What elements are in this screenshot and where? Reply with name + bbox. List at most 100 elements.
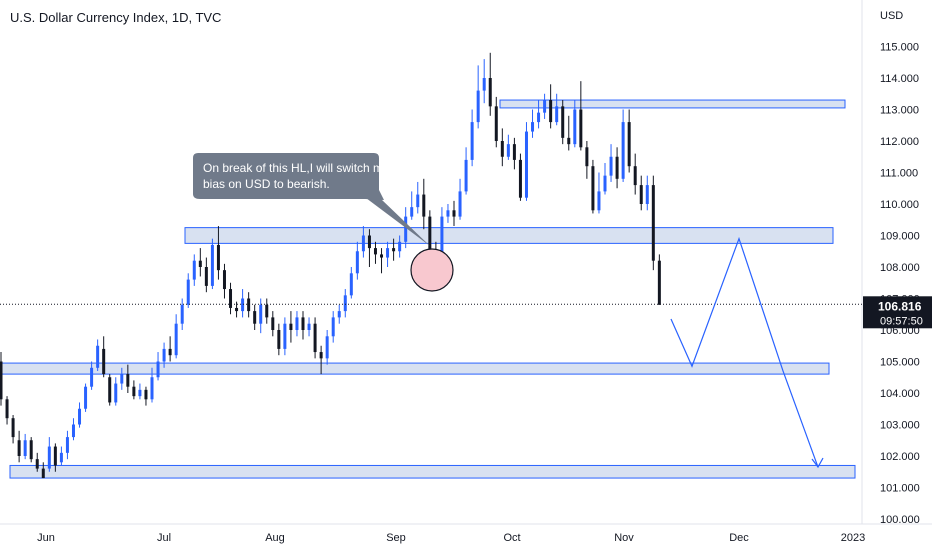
candle-body xyxy=(180,304,184,324)
y-tick-label: 109.000 xyxy=(880,231,920,243)
y-tick-label: 100.000 xyxy=(880,514,920,526)
candle-body xyxy=(247,298,251,312)
support-resistance-zones xyxy=(0,99,856,479)
candle-body xyxy=(29,440,33,460)
zone-rectangle[interactable] xyxy=(9,464,856,479)
last-price-tag: 106.816 09:57:50 xyxy=(863,296,932,329)
projection-path[interactable] xyxy=(670,236,824,469)
candle-body xyxy=(549,100,553,123)
candle-body xyxy=(102,348,106,375)
candle-body xyxy=(561,106,565,138)
candle-body xyxy=(627,122,631,167)
candle-body xyxy=(174,323,178,356)
x-tick-label: Sep xyxy=(386,532,406,544)
x-tick-label: Nov xyxy=(614,532,634,544)
y-tick-label: 111.000 xyxy=(880,168,918,180)
candle-body xyxy=(500,141,504,157)
candle-body xyxy=(35,459,39,469)
annotation-line-2: bias on USD to bearish. xyxy=(203,177,330,191)
x-tick-label: Dec xyxy=(729,532,749,544)
candle-body xyxy=(446,210,450,217)
candle-body xyxy=(47,446,51,469)
candle-body xyxy=(216,244,220,271)
candle-body xyxy=(222,270,226,290)
candle-body xyxy=(11,418,15,438)
zone-rectangle[interactable] xyxy=(499,99,846,109)
candle-body xyxy=(355,251,359,274)
candle-body xyxy=(41,468,45,479)
candle-body xyxy=(609,156,613,176)
candle-body xyxy=(150,377,154,400)
candle-body xyxy=(512,144,516,160)
candle-body xyxy=(325,336,329,359)
candle-body xyxy=(386,248,390,258)
candle-body xyxy=(452,210,456,217)
candle-body xyxy=(573,109,577,145)
candle-body xyxy=(138,389,142,397)
candle-body xyxy=(639,185,643,204)
candle-body xyxy=(271,317,275,330)
candle-body xyxy=(343,295,347,312)
candle-body xyxy=(585,147,589,167)
candle-body xyxy=(470,122,474,160)
candle-body xyxy=(132,386,136,397)
candle-body xyxy=(464,159,468,192)
candle-body xyxy=(404,216,408,242)
candle-body xyxy=(192,260,196,280)
y-tick-label: 105.000 xyxy=(880,357,920,369)
y-tick-label: 103.000 xyxy=(880,420,920,432)
candle-body xyxy=(295,317,299,330)
candle-body xyxy=(198,260,202,267)
y-tick-label: 101.000 xyxy=(880,483,920,495)
candle-body xyxy=(591,166,595,211)
candle-body xyxy=(506,144,510,157)
x-tick-label: 2023 xyxy=(841,532,865,544)
y-tick-label: 114.000 xyxy=(880,73,919,85)
candle-body xyxy=(440,216,444,271)
y-axis-ticks: 115.000 114.000 113.000 112.000 111.000 110.0… xyxy=(880,42,920,527)
candle-body xyxy=(84,386,88,409)
zone-rectangle[interactable] xyxy=(0,362,830,375)
candle-body xyxy=(265,304,269,318)
candle-body xyxy=(603,175,607,192)
candle-body xyxy=(235,307,239,312)
candle-body xyxy=(621,122,625,179)
candle-body xyxy=(567,137,571,145)
candle-body xyxy=(301,317,305,330)
break-highlight-circle[interactable] xyxy=(410,248,454,292)
candle-body xyxy=(53,446,57,466)
candle-body xyxy=(422,194,426,217)
candle-body xyxy=(78,408,82,425)
candle-body xyxy=(579,109,583,148)
candle-body xyxy=(241,298,245,312)
x-tick-label: Jul xyxy=(157,532,171,544)
x-tick-label: Aug xyxy=(265,532,285,544)
candle-body xyxy=(5,399,9,419)
candle-body xyxy=(651,185,655,261)
y-tick-label: 110.000 xyxy=(880,199,919,211)
candle-body xyxy=(204,267,208,286)
candle-body xyxy=(162,348,166,362)
candle-body xyxy=(313,323,317,353)
candle-body xyxy=(337,311,341,318)
candle-body xyxy=(488,78,492,107)
candle-body xyxy=(23,440,27,456)
y-tick-label: 104.000 xyxy=(880,388,920,400)
candle-body xyxy=(428,216,432,252)
candle-body xyxy=(307,323,311,330)
y-tick-label: 112.000 xyxy=(880,136,919,148)
candle-body xyxy=(367,235,371,249)
candle-body xyxy=(615,156,619,179)
zone-rectangle[interactable] xyxy=(184,227,834,244)
candle-body xyxy=(114,383,118,403)
candle-body xyxy=(319,352,323,359)
candle-body xyxy=(518,159,522,198)
candle-body xyxy=(361,235,365,252)
candle-body xyxy=(416,194,420,208)
candle-body xyxy=(373,248,377,255)
bar-countdown: 09:57:50 xyxy=(880,315,923,327)
annotation-callout[interactable]: On break of this HL,I will switch my bia… xyxy=(193,153,430,246)
candle-body xyxy=(633,166,637,186)
